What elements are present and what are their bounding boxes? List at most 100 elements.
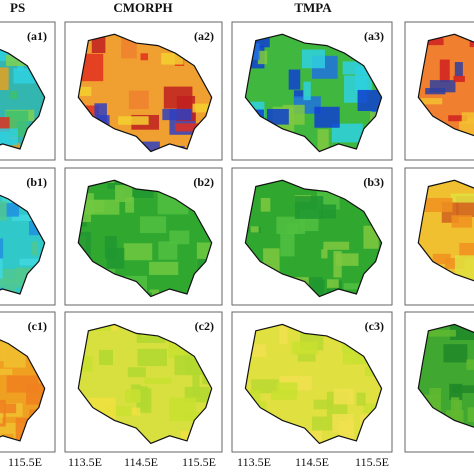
- map-panel: [404, 311, 474, 453]
- map-outline: [244, 323, 383, 445]
- map-cell: [418, 98, 443, 105]
- map-cell: [426, 38, 444, 46]
- column-header: TMPA: [294, 0, 332, 15]
- map-cell: [78, 86, 92, 96]
- map-cell: [123, 187, 154, 199]
- map-cell: [127, 367, 146, 378]
- map-panel: (b1): [0, 167, 56, 306]
- map-panel: [404, 21, 474, 161]
- map-cell: [149, 289, 160, 297]
- map-outline: [0, 48, 46, 150]
- map-cell: [453, 75, 465, 83]
- map-cell: [279, 324, 288, 345]
- column-header: PS: [10, 0, 25, 15]
- map-cell: [158, 241, 178, 260]
- map-cell: [294, 196, 324, 219]
- map-cell: [250, 344, 267, 357]
- map-cell: [452, 385, 474, 394]
- map-outline: [417, 323, 474, 428]
- map-cell: [89, 199, 120, 215]
- map-cell: [163, 86, 193, 109]
- map-cell: [175, 123, 199, 132]
- map-cell: [266, 108, 289, 125]
- panel-label: (c2): [195, 319, 214, 333]
- map-cell: [454, 62, 463, 77]
- map-cell: [363, 403, 376, 413]
- map-cell: [278, 159, 285, 167]
- x-axis-label: 115.5E: [182, 455, 216, 469]
- map-cell: [100, 406, 132, 416]
- map-cell: [0, 201, 7, 221]
- map-cell: [104, 236, 117, 259]
- x-axis-label: 115.5E: [355, 455, 389, 469]
- map-cell: [321, 204, 337, 219]
- map-cell: [333, 251, 342, 278]
- map-cell: [392, 304, 403, 320]
- map-cell: [139, 216, 167, 234]
- map-panel: (a3): [231, 21, 393, 167]
- map-cell: [454, 255, 474, 280]
- map-cell: [420, 197, 453, 212]
- map-cell: [0, 238, 4, 259]
- map-cell: [251, 379, 279, 394]
- map-cell: [317, 129, 329, 152]
- map-cell: [323, 241, 350, 250]
- map-cell: [291, 341, 318, 355]
- map-cell: [288, 69, 301, 90]
- map-cell: [6, 375, 39, 393]
- map-outline: [77, 33, 213, 153]
- map-panel: (b3): [231, 167, 403, 320]
- x-axis-label: 114.5E: [124, 455, 158, 469]
- map-cell: [429, 80, 456, 93]
- map-cell: [466, 359, 474, 370]
- map-cell: [338, 420, 355, 440]
- map-outline: [417, 33, 474, 137]
- panel-label: (c3): [365, 319, 384, 333]
- map-cell: [432, 253, 451, 265]
- x-axis-labels: 115.5E 113.5E 114.5E 115.5E 113.5E 114.5E 115.…: [8, 455, 389, 469]
- map-cell: [451, 215, 473, 228]
- map-cell: [314, 106, 340, 128]
- x-axis-label: 115.5E: [8, 455, 42, 469]
- map-cell: [0, 403, 17, 414]
- map-cell: [125, 197, 135, 213]
- map-cell: [137, 348, 167, 367]
- map-panel: (c2): [64, 311, 223, 453]
- map-cell: [99, 349, 114, 365]
- map-cell: [192, 372, 200, 397]
- map-cell: [327, 279, 339, 288]
- map-outline: [77, 179, 213, 298]
- map-cell: [276, 382, 298, 396]
- map-outline: [244, 33, 383, 153]
- map-cell: [107, 180, 137, 189]
- map-cell: [250, 226, 259, 233]
- column-header: CMORPH: [113, 0, 172, 15]
- map-outline: [417, 179, 474, 282]
- map-outline: [0, 339, 46, 442]
- map-cell: [0, 257, 3, 285]
- map-field: [0, 324, 45, 444]
- map-cell: [459, 243, 474, 259]
- map-cell: [287, 223, 298, 234]
- map-cell: [301, 49, 325, 69]
- map-cell: [149, 261, 179, 275]
- map-outline: [0, 194, 46, 295]
- map-cell: [313, 399, 333, 410]
- panel-label: (b3): [363, 175, 384, 189]
- map-cell: [123, 243, 153, 261]
- map-cell: [448, 115, 468, 122]
- map-cell: [343, 283, 369, 290]
- map-cell: [0, 67, 9, 91]
- map-panel: (a1): [0, 21, 56, 161]
- map-cell: [0, 368, 13, 375]
- map-cell: [128, 90, 149, 110]
- map-cell: [293, 90, 304, 98]
- panel-label: (a2): [194, 29, 214, 43]
- map-cell: [260, 197, 271, 212]
- map-cell: [422, 329, 456, 337]
- panel-label: (b2): [193, 175, 214, 189]
- map-cell: [356, 392, 366, 406]
- map-cell: [143, 377, 172, 384]
- map-cell: [333, 280, 342, 297]
